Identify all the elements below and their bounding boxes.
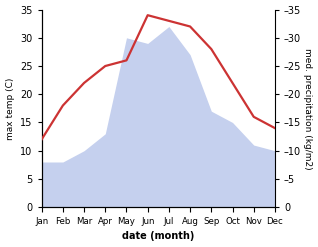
Y-axis label: max temp (C): max temp (C) [5,77,15,140]
X-axis label: date (month): date (month) [122,231,195,242]
Y-axis label: med. precipitation (kg/m2): med. precipitation (kg/m2) [303,48,313,169]
